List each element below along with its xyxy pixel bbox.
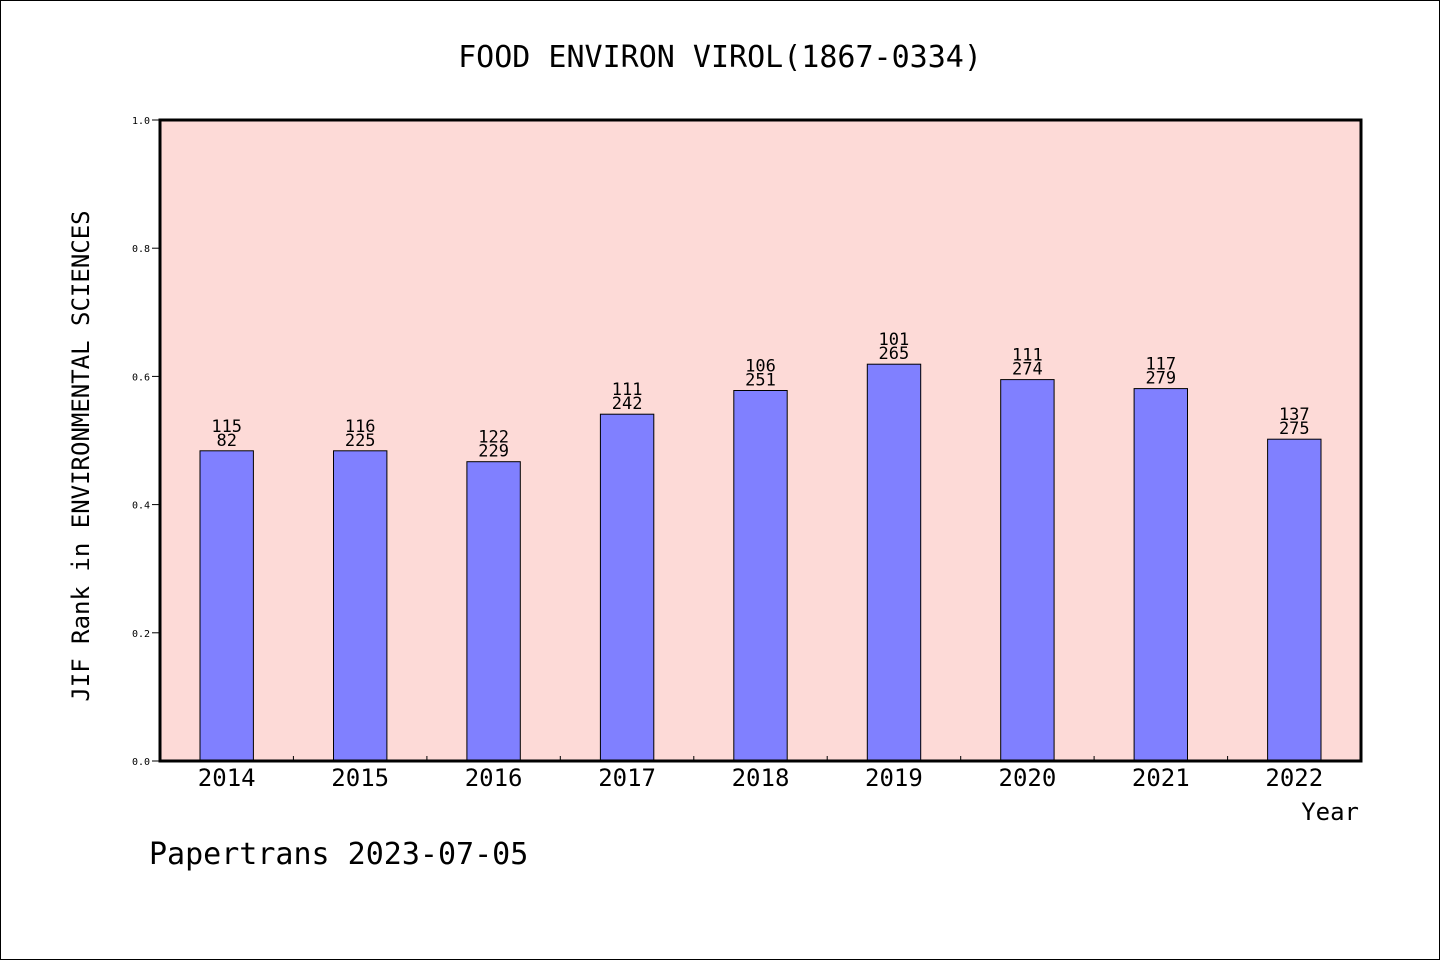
x-tick-label-2016: 2016 bbox=[465, 764, 523, 792]
bar-label-top-2021: 117 bbox=[1145, 355, 1176, 375]
y-tick-label-1.0: 1.0 bbox=[132, 116, 150, 127]
bar-label-top-2015: 116 bbox=[345, 417, 376, 437]
bar-label-bottom-2018: 251 bbox=[745, 371, 776, 391]
x-tick-label-2015: 2015 bbox=[331, 764, 389, 792]
bar-label-top-2019: 101 bbox=[879, 330, 910, 350]
bar-2020 bbox=[1000, 379, 1055, 762]
bar-label-top-2017: 111 bbox=[612, 380, 643, 400]
x-tick-label-2020: 2020 bbox=[999, 764, 1057, 792]
y-tick-label-0.8: 0.8 bbox=[132, 244, 150, 255]
y-axis-label: JIF Rank in ENVIRONMENTAL SCIENCES bbox=[67, 210, 95, 701]
x-tick-label-2014: 2014 bbox=[198, 764, 256, 792]
y-ticks-group: 0.0 0.2 0.4 0.6 0.8 1.0 bbox=[132, 116, 160, 768]
footer-watermark: Papertrans 2023-07-05 bbox=[149, 837, 528, 872]
y-tick-label-0.0: 0.0 bbox=[132, 757, 150, 768]
bar-label-top-2020: 111 bbox=[1012, 346, 1043, 366]
y-tick-label-0.2: 0.2 bbox=[132, 629, 150, 640]
bar-2019 bbox=[866, 363, 922, 762]
chart-title: FOOD ENVIRON VIROL(1867-0334) bbox=[458, 40, 982, 75]
bar-label-bottom-2021: 279 bbox=[1145, 369, 1176, 389]
bar-label-bottom-2022: 275 bbox=[1279, 419, 1310, 439]
plot-frame bbox=[158, 118, 1363, 763]
bar-2016 bbox=[466, 461, 521, 762]
bar-2018 bbox=[733, 390, 788, 762]
x-axis-label: Year bbox=[1301, 798, 1359, 826]
bar-2022 bbox=[1267, 438, 1322, 762]
bar-label-bottom-2019: 265 bbox=[879, 344, 910, 364]
x-ticks-group: 2014 2015 2016 2017 2018 2019 2020 2021 2022 bbox=[198, 756, 1323, 792]
bar-2015 bbox=[333, 450, 388, 762]
bar-2017 bbox=[599, 413, 655, 762]
bar-label-top-2014: 115 bbox=[211, 417, 242, 437]
bar-label-bottom-2016: 229 bbox=[478, 442, 509, 462]
x-tick-label-2017: 2017 bbox=[598, 764, 656, 792]
x-tick-label-2021: 2021 bbox=[1132, 764, 1190, 792]
bar-label-top-2022: 137 bbox=[1279, 405, 1310, 425]
bar-2021 bbox=[1133, 388, 1188, 762]
bar-label-top-2018: 106 bbox=[745, 357, 776, 377]
bar-label-bottom-2014: 82 bbox=[216, 431, 236, 451]
bar-label-top-2016: 122 bbox=[478, 428, 509, 448]
y-tick-label-0.4: 0.4 bbox=[132, 501, 150, 512]
x-tick-label-2018: 2018 bbox=[732, 764, 790, 792]
bar-label-bottom-2020: 274 bbox=[1012, 360, 1043, 380]
x-tick-label-2019: 2019 bbox=[865, 764, 923, 792]
y-tick-label-0.6: 0.6 bbox=[132, 372, 150, 383]
x-tick-label-2022: 2022 bbox=[1265, 764, 1323, 792]
bar-label-bottom-2015: 225 bbox=[345, 431, 376, 451]
bar-label-bottom-2017: 242 bbox=[612, 394, 643, 414]
bar-2014 bbox=[199, 450, 254, 762]
